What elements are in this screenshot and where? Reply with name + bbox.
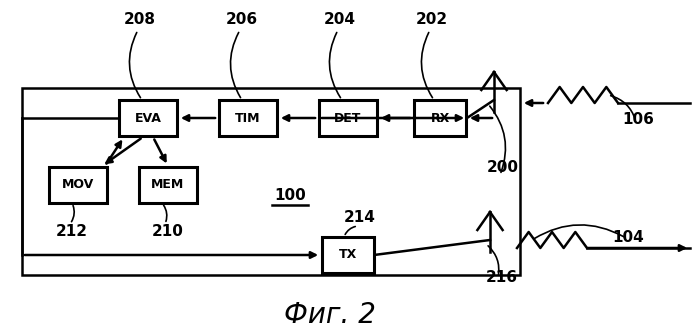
- Bar: [22, 88, 520, 275]
- Bar: [49, 167, 107, 203]
- Bar: [139, 167, 197, 203]
- Text: 106: 106: [622, 113, 654, 128]
- Text: Фиг. 2: Фиг. 2: [284, 301, 376, 329]
- Bar: [322, 237, 374, 273]
- Bar: [219, 100, 277, 136]
- Text: 216: 216: [486, 269, 518, 284]
- Text: 212: 212: [56, 224, 88, 239]
- Bar: [119, 100, 177, 136]
- Text: DET: DET: [335, 112, 362, 125]
- Text: 210: 210: [152, 224, 184, 239]
- Text: 204: 204: [324, 13, 356, 28]
- Text: 214: 214: [344, 210, 376, 225]
- Text: TX: TX: [339, 248, 357, 261]
- Text: 206: 206: [226, 13, 258, 28]
- Text: 104: 104: [612, 230, 644, 245]
- Text: 202: 202: [416, 13, 448, 28]
- Text: 200: 200: [487, 161, 519, 175]
- Bar: [319, 100, 377, 136]
- Text: MEM: MEM: [151, 178, 185, 191]
- Text: 208: 208: [124, 13, 156, 28]
- Text: MOV: MOV: [62, 178, 94, 191]
- Text: TIM: TIM: [235, 112, 260, 125]
- Text: RX: RX: [430, 112, 449, 125]
- Text: EVA: EVA: [134, 112, 162, 125]
- Bar: [414, 100, 466, 136]
- Text: 100: 100: [274, 188, 306, 203]
